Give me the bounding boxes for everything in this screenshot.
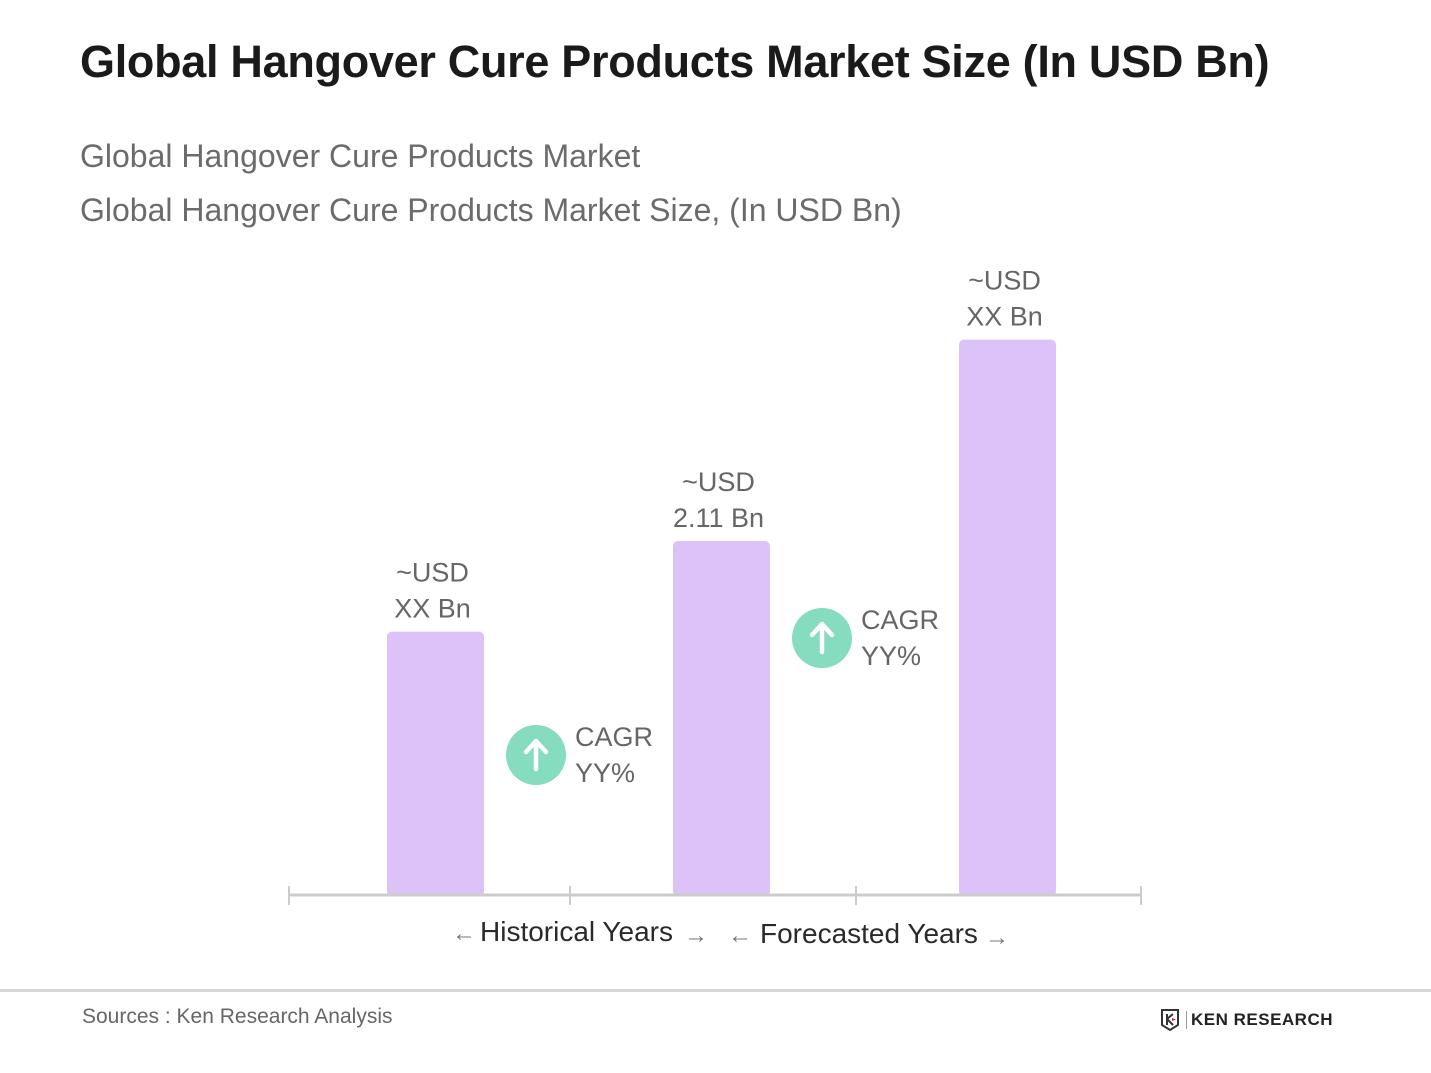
bar bbox=[959, 339, 1056, 896]
chart-title: Global Hangover Cure Products Market Siz… bbox=[80, 36, 1270, 87]
data-label-line1: ~USD bbox=[968, 266, 1041, 296]
cagr-annotation: CAGR YY% bbox=[792, 605, 939, 671]
arrow-left-icon: ← bbox=[728, 922, 752, 949]
arrow-right-icon: → bbox=[684, 922, 708, 949]
data-label-line1: ~USD bbox=[682, 467, 755, 497]
bar bbox=[387, 631, 484, 896]
data-label-value: 2.11 Bn bbox=[673, 503, 764, 533]
cagr-value: YY% bbox=[575, 758, 635, 788]
forecasted-years-label: ← Forecasted Years → bbox=[728, 918, 1009, 951]
ken-research-logo: KEN RESEARCH bbox=[1160, 1008, 1333, 1032]
data-label-value: XX Bn bbox=[966, 302, 1043, 332]
bar-chart: ~USD XX Bn ~USD 2.11 Bn ~USD XX Bn ← Historic… bbox=[288, 266, 1142, 951]
bar bbox=[673, 541, 770, 896]
logo-separator bbox=[1186, 1011, 1187, 1029]
arrow-right-icon: → bbox=[985, 924, 1009, 951]
arrow-up-circle-icon bbox=[506, 725, 566, 785]
arrow-up-circle-icon bbox=[792, 608, 852, 668]
historical-years-label: ← Historical Years → bbox=[452, 916, 708, 949]
x-axis bbox=[288, 886, 1142, 905]
cagr-label: CAGR bbox=[861, 605, 939, 635]
cagr-value: YY% bbox=[861, 641, 921, 671]
data-label-line1: ~USD bbox=[396, 558, 469, 588]
source-note: Sources : Ken Research Analysis bbox=[82, 1005, 393, 1028]
cagr-annotation: CAGR YY% bbox=[506, 722, 653, 788]
logo-text: KEN RESEARCH bbox=[1191, 1010, 1334, 1029]
forecasted-years-text: Forecasted Years bbox=[760, 918, 978, 949]
arrow-left-icon: ← bbox=[452, 920, 476, 947]
chart-subtitle: Global Hangover Cure Products Market bbox=[80, 138, 641, 174]
data-label-value: XX Bn bbox=[394, 594, 471, 624]
historical-years-text: Historical Years bbox=[480, 916, 673, 947]
cagr-label: CAGR bbox=[575, 722, 653, 752]
chart-subtitle-2: Global Hangover Cure Products Market Siz… bbox=[80, 192, 902, 228]
footer-divider bbox=[0, 989, 1431, 992]
ken-research-logo-icon bbox=[1161, 1009, 1179, 1032]
